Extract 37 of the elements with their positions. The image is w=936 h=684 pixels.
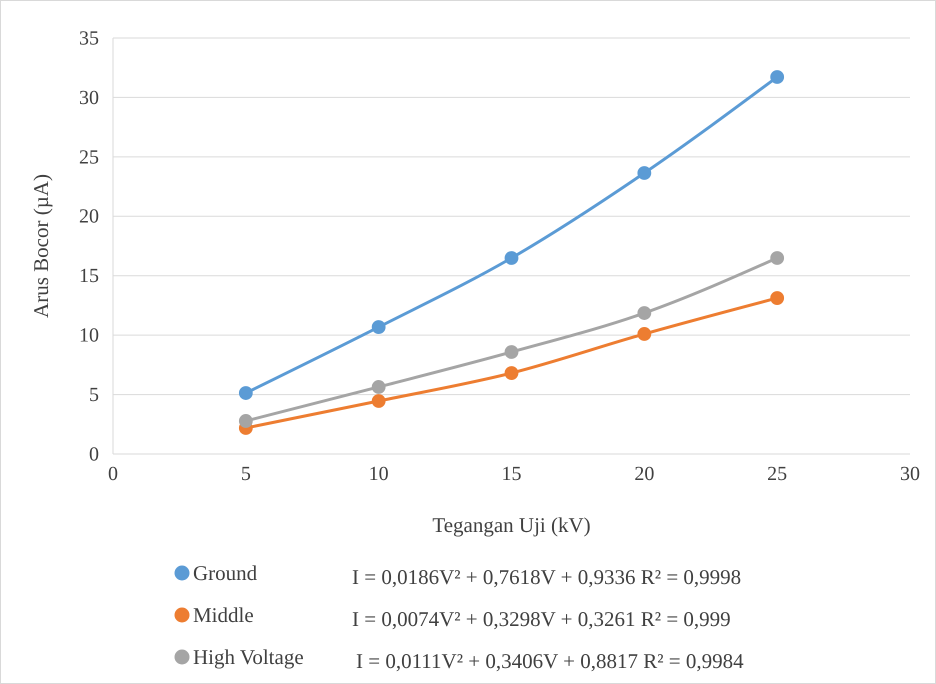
legend-label: High Voltage	[193, 645, 304, 669]
point	[372, 394, 386, 408]
x-tick-label: 20	[634, 463, 654, 486]
point	[770, 70, 784, 84]
y-tick-label: 35	[79, 27, 99, 50]
y-tick-label: 0	[89, 443, 99, 466]
point	[372, 320, 386, 334]
y-tick-label: 5	[89, 384, 99, 406]
point	[504, 251, 518, 265]
point	[504, 345, 518, 359]
y-tick-label: 20	[79, 206, 99, 228]
point	[770, 291, 784, 305]
x-tick-label: 30	[900, 463, 920, 486]
y-tick-label: 10	[79, 324, 99, 347]
x-axis-title: Tegangan Uji (kV)	[432, 513, 591, 537]
point	[372, 380, 386, 394]
point	[238, 386, 253, 400]
x-tick-label: 15	[502, 463, 522, 486]
point	[238, 414, 253, 428]
legend-label: Ground	[193, 561, 258, 585]
text: I = 0,0074V² + 0,3298V + 0,3261 R² = 0,999	[352, 607, 731, 631]
text: I = 0,0186V² + 0,7618V + 0,9336 R² = 0,9998	[352, 565, 742, 589]
y-tick-label: 25	[79, 146, 99, 168]
text: I = 0,0111V² + 0,3406V + 0,8817 R² = 0,9984	[356, 649, 744, 673]
x-tick-label: 5	[240, 463, 251, 486]
point	[637, 166, 652, 180]
x-tick-label: 0	[108, 463, 118, 486]
point	[504, 366, 518, 380]
point	[637, 306, 652, 320]
legend-label: Middle	[193, 603, 254, 627]
point	[770, 251, 784, 265]
y-tick-label: 30	[79, 86, 99, 109]
point	[637, 327, 652, 341]
x-tick-label: 25	[767, 463, 788, 486]
y-tick-label: 15	[79, 265, 99, 288]
x-tick-label: 10	[368, 463, 389, 486]
y-axis-title: Arus Bocor (µA)	[29, 174, 53, 318]
